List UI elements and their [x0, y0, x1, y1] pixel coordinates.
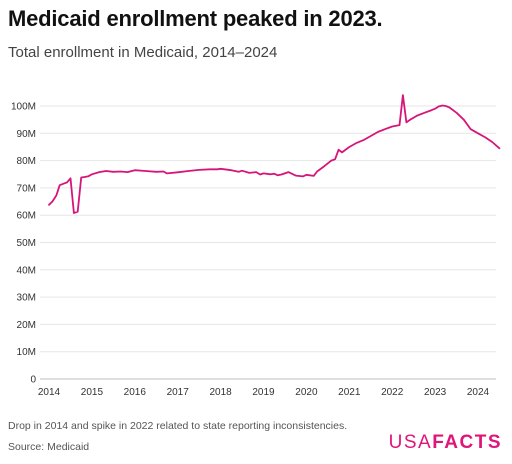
y-tick-label: 30M [17, 293, 36, 304]
chart-title: Medicaid enrollment peaked in 2023. [8, 6, 383, 31]
x-tick-label: 2019 [252, 387, 275, 398]
x-tick-label: 2022 [381, 387, 404, 398]
y-tick-label: 50M [17, 238, 36, 249]
y-tick-label: 10M [17, 347, 36, 358]
y-tick-label: 100M [11, 102, 36, 113]
series-line [48, 94, 501, 214]
x-tick-label: 2020 [295, 387, 318, 398]
chart-subtitle: Total enrollment in Medicaid, 2014–2024 [8, 44, 278, 61]
x-tick-label: 2016 [124, 387, 147, 398]
logo-usa: USA [388, 432, 433, 453]
x-tick-label: 2023 [424, 387, 447, 398]
x-tick-label: 2015 [81, 387, 104, 398]
y-tick-label: 0 [30, 375, 36, 386]
y-tick-label: 90M [17, 129, 36, 140]
y-tick-label: 60M [17, 211, 36, 222]
y-tick-label: 20M [17, 320, 36, 331]
x-tick-label: 2024 [467, 387, 490, 398]
x-tick-label: 2018 [209, 387, 232, 398]
x-axis-ticks: 2014 2015 2016 2017 2018 2019 2020 2021 2022 2023… [38, 387, 490, 398]
y-axis-ticks: 0 10M 20M 30M 40M 50M 60M 70M 80M 90M 100M [11, 102, 36, 386]
y-tick-label: 70M [17, 183, 36, 194]
footnote: Drop in 2014 and spike in 2022 related t… [8, 420, 348, 432]
logo-facts: FACTS [432, 432, 502, 453]
y-tick-label: 40M [17, 265, 36, 276]
series-group [48, 94, 501, 214]
x-tick-label: 2021 [338, 387, 361, 398]
x-tick-label: 2014 [38, 387, 61, 398]
grid-lines [40, 105, 496, 380]
x-tick-label: 2017 [167, 387, 190, 398]
source-note: Source: Medicaid [8, 441, 90, 453]
y-tick-label: 80M [17, 156, 36, 167]
usafacts-logo: USAFACTS [389, 432, 502, 454]
